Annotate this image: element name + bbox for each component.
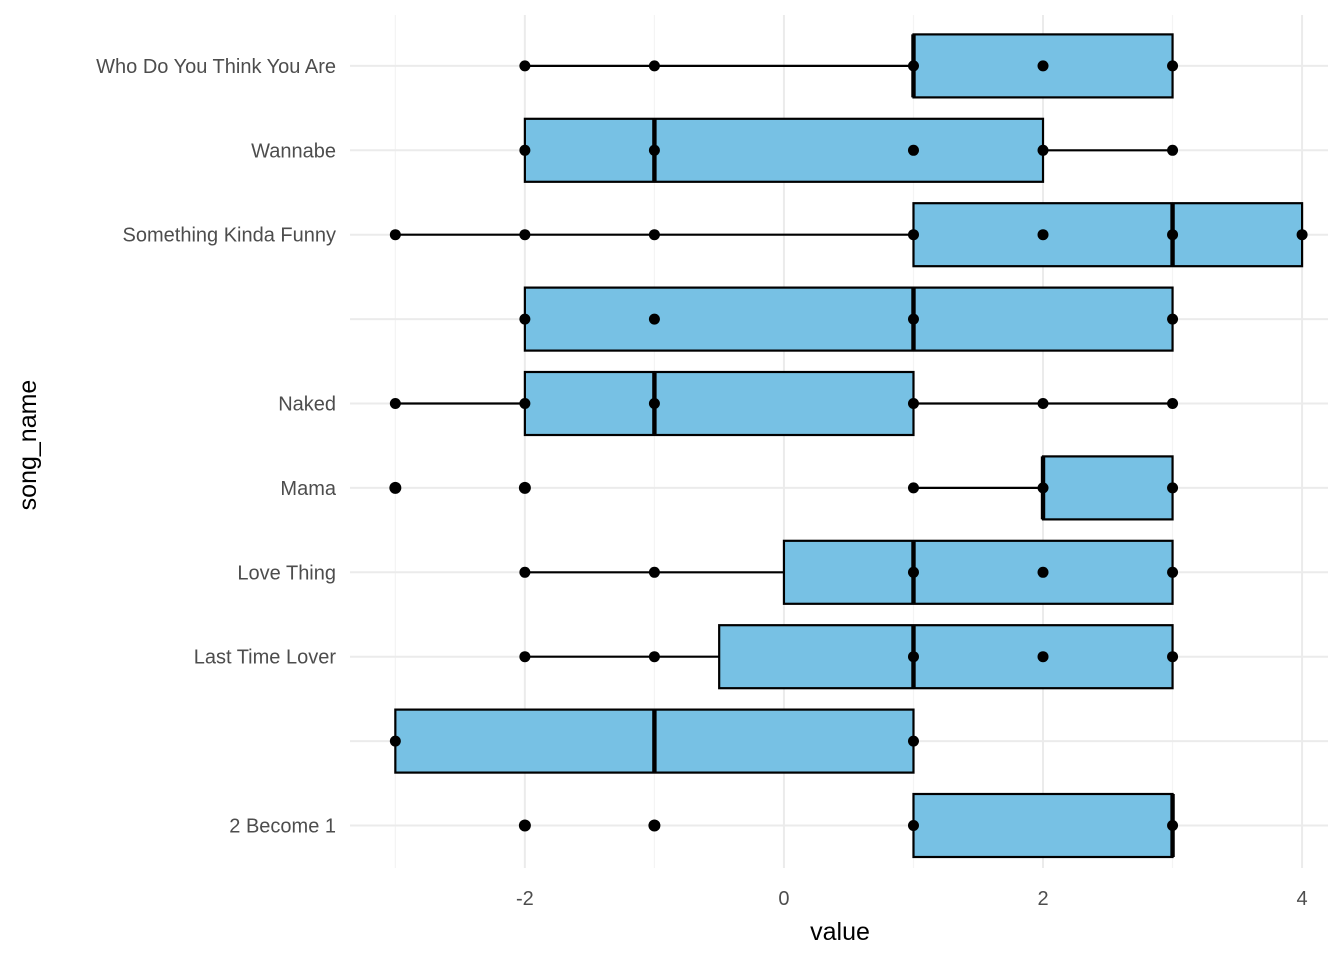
data-point xyxy=(519,820,531,831)
data-point xyxy=(1167,60,1179,72)
box-rect xyxy=(912,792,1174,859)
data-point xyxy=(389,398,401,409)
y-tick-label: Wannabe xyxy=(251,140,336,162)
data-point xyxy=(519,398,531,409)
data-point xyxy=(519,60,531,72)
x-axis-title: value xyxy=(810,918,870,946)
data-point xyxy=(1296,229,1308,241)
data-point xyxy=(519,566,531,578)
data-point xyxy=(1037,566,1049,578)
data-point xyxy=(1037,60,1049,72)
box-rect xyxy=(1041,455,1174,521)
data-point xyxy=(1037,651,1049,663)
data-point xyxy=(1167,313,1179,325)
data-point xyxy=(907,820,919,831)
box-rect xyxy=(523,286,1174,352)
data-point xyxy=(1037,144,1049,156)
data-point xyxy=(1037,398,1049,409)
x-tick-labels: -2 0 2 4 xyxy=(516,888,1308,910)
data-point xyxy=(389,229,401,241)
data-point xyxy=(1167,651,1179,663)
data-point xyxy=(907,735,919,747)
box-layer xyxy=(394,33,1304,859)
data-point xyxy=(648,820,660,831)
data-point xyxy=(907,482,919,494)
x-tick-label: 4 xyxy=(1297,888,1308,910)
data-point xyxy=(1167,398,1179,409)
data-point xyxy=(519,144,531,156)
data-point xyxy=(1037,229,1049,241)
data-point xyxy=(907,229,919,241)
y-tick-label: 2 Become 1 xyxy=(229,816,336,838)
box-rect xyxy=(782,539,1174,605)
box-rect xyxy=(912,202,1304,268)
data-point xyxy=(1037,482,1049,494)
data-point xyxy=(1167,820,1179,831)
data-point xyxy=(1167,566,1179,578)
data-point xyxy=(648,566,660,578)
box-rect xyxy=(523,117,1045,183)
data-point xyxy=(907,313,919,325)
data-point xyxy=(907,398,919,409)
data-point xyxy=(648,60,660,72)
data-point xyxy=(1167,144,1179,156)
data-point xyxy=(907,566,919,578)
y-tick-label: Something Kinda Funny xyxy=(123,225,336,247)
data-point xyxy=(648,144,660,156)
y-tick-label: Who Do You Think You Are xyxy=(96,56,336,78)
data-point xyxy=(389,735,401,747)
data-point xyxy=(648,651,660,663)
box-rect xyxy=(523,370,915,437)
y-axis-title: song_name xyxy=(14,380,42,511)
x-tick-label: 0 xyxy=(778,888,789,910)
data-point xyxy=(907,651,919,663)
y-tick-label: Love Thing xyxy=(237,562,336,584)
data-point xyxy=(648,313,660,325)
y-tick-label: Naked xyxy=(278,394,336,416)
data-point xyxy=(389,482,401,494)
data-point xyxy=(648,398,660,409)
data-point xyxy=(1167,229,1179,241)
data-point xyxy=(519,313,531,325)
x-tick-label: 2 xyxy=(1037,888,1048,910)
data-point xyxy=(1167,482,1179,494)
data-point xyxy=(519,482,531,494)
data-point xyxy=(907,144,919,156)
box-rect xyxy=(718,624,1174,690)
data-point xyxy=(519,651,531,663)
y-tick-label: Last Time Lover xyxy=(194,647,337,669)
data-point xyxy=(519,229,531,241)
x-tick-label: -2 xyxy=(516,888,534,910)
y-tick-label: Mama xyxy=(280,478,336,500)
data-point xyxy=(648,229,660,241)
y-tick-labels: 2 Become 1 Last Time Lover Love Thing Mama N… xyxy=(96,56,337,838)
point-layer xyxy=(389,60,1308,832)
data-point xyxy=(907,60,919,72)
